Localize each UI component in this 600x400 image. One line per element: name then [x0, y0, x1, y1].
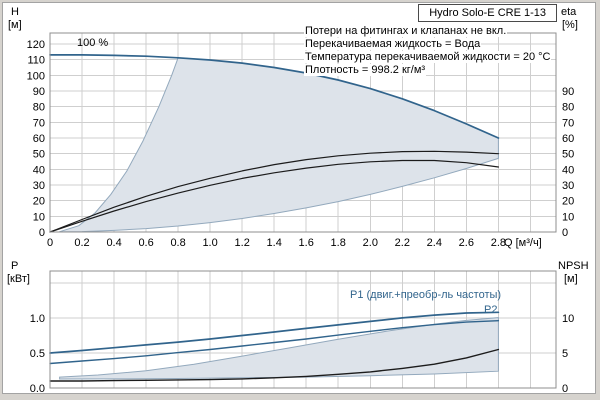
svg-text:1.0: 1.0: [30, 313, 45, 325]
svg-text:1.4: 1.4: [267, 237, 282, 249]
svg-text:0.5: 0.5: [30, 348, 45, 360]
pump-title-box: Hydro Solo-E CRE 1-13: [418, 4, 557, 22]
svg-text:110: 110: [27, 55, 45, 67]
axis-unit-h: [м]: [8, 19, 22, 31]
svg-text:60: 60: [562, 133, 574, 145]
svg-text:50: 50: [33, 149, 45, 161]
tick-labels: 0 0.2 0.4 0.6 0.8 1.0 1.2 1.4 1.6 1.8 2.0 2.2 2.4 2.6…: [27, 39, 575, 249]
p1-curve-label: P1 (двиг.+преобр-ль частоты): [350, 289, 502, 301]
operating-range-area: [59, 57, 499, 233]
svg-text:1.8: 1.8: [331, 237, 346, 249]
plot: 0.0 0.5 1.0 0 5 10: [30, 270, 575, 395]
svg-text:80: 80: [562, 102, 574, 114]
axis-label-h: H: [11, 6, 19, 18]
annotation-line: Потери на фитингах и клапанах не вкл.: [304, 25, 508, 37]
plot: 0 0.2 0.4 0.6 0.8 1.0 1.2 1.4 1.6 1.8 2.0 2.2 2.4 2.6…: [27, 32, 575, 249]
svg-text:2.8: 2.8: [491, 237, 506, 249]
svg-text:70: 70: [33, 117, 45, 129]
svg-text:40: 40: [562, 164, 574, 176]
axis-unit-p: [кВт]: [7, 273, 30, 285]
chart-panel: 0 0.2 0.4 0.6 0.8 1.0 1.2 1.4 1.6 1.8 2.0 2.2 2.4 2.6…: [2, 2, 596, 395]
chart-annotations: Потери на фитингах и клапанах не вкл. Пе…: [304, 25, 552, 77]
svg-text:0: 0: [39, 227, 45, 239]
svg-text:0.0: 0.0: [30, 383, 45, 395]
svg-text:2.2: 2.2: [395, 237, 410, 249]
svg-text:5: 5: [562, 348, 568, 360]
svg-text:70: 70: [562, 117, 574, 129]
tick-labels: 0.0 0.5 1.0 0 5 10: [30, 313, 575, 395]
series-head-100pct: [49, 54, 500, 139]
svg-text:90: 90: [33, 86, 45, 98]
svg-text:30: 30: [562, 180, 574, 192]
axis-label-q: Q [м³/ч]: [504, 237, 542, 249]
svg-text:80: 80: [33, 102, 45, 114]
annotation-line: Плотность = 998.2 кг/м³: [304, 64, 427, 76]
svg-text:1.6: 1.6: [299, 237, 314, 249]
series-npsh: [49, 348, 500, 382]
p2-curve-label: P2: [484, 304, 498, 316]
svg-text:10: 10: [562, 211, 574, 223]
svg-text:0: 0: [47, 237, 53, 249]
svg-text:40: 40: [33, 164, 45, 176]
operating-range-area: [59, 317, 499, 380]
svg-text:50: 50: [562, 149, 574, 161]
svg-text:0: 0: [562, 227, 568, 239]
svg-text:90: 90: [562, 86, 574, 98]
axis-unit-eta: [%]: [562, 19, 578, 31]
annotation-line: Температура перекачиваемой жидкости = 20…: [304, 51, 552, 63]
svg-text:0.8: 0.8: [170, 237, 185, 249]
axis-unit-npsh: [м]: [564, 273, 578, 285]
svg-text:0.6: 0.6: [138, 237, 153, 249]
svg-text:2.4: 2.4: [427, 237, 442, 249]
svg-text:2.0: 2.0: [363, 237, 378, 249]
svg-text:1.2: 1.2: [235, 237, 250, 249]
chart-canvas: 0 0.2 0.4 0.6 0.8 1.0 1.2 1.4 1.6 1.8 2.0 2.2 2.4 2.6…: [27, 32, 575, 395]
series-p1: [49, 311, 500, 354]
svg-text:20: 20: [562, 196, 574, 208]
svg-text:2.6: 2.6: [459, 237, 474, 249]
annotation-line: Перекачиваемая жидкость = Вода: [304, 38, 482, 50]
svg-text:0: 0: [562, 383, 568, 395]
series-p2: [49, 320, 500, 365]
svg-text:100: 100: [27, 70, 45, 82]
svg-text:10: 10: [33, 211, 45, 223]
series-eta-lower: [49, 159, 499, 233]
svg-text:120: 120: [27, 39, 45, 51]
axis-label-eta: eta: [561, 6, 577, 18]
svg-text:0.4: 0.4: [106, 237, 121, 249]
axis-label-p: P: [11, 260, 19, 272]
svg-text:0.2: 0.2: [74, 237, 89, 249]
svg-text:60: 60: [33, 133, 45, 145]
series-eta-upper: [49, 150, 499, 233]
plot-frame: [49, 270, 557, 389]
svg-text:30: 30: [33, 180, 45, 192]
axis-label-npsh: NPSH: [558, 260, 589, 272]
plot-frame: [49, 32, 557, 233]
svg-text:1.0: 1.0: [202, 237, 217, 249]
speed-label: 100 %: [77, 37, 109, 49]
svg-text:10: 10: [562, 313, 574, 325]
svg-text:20: 20: [33, 196, 45, 208]
